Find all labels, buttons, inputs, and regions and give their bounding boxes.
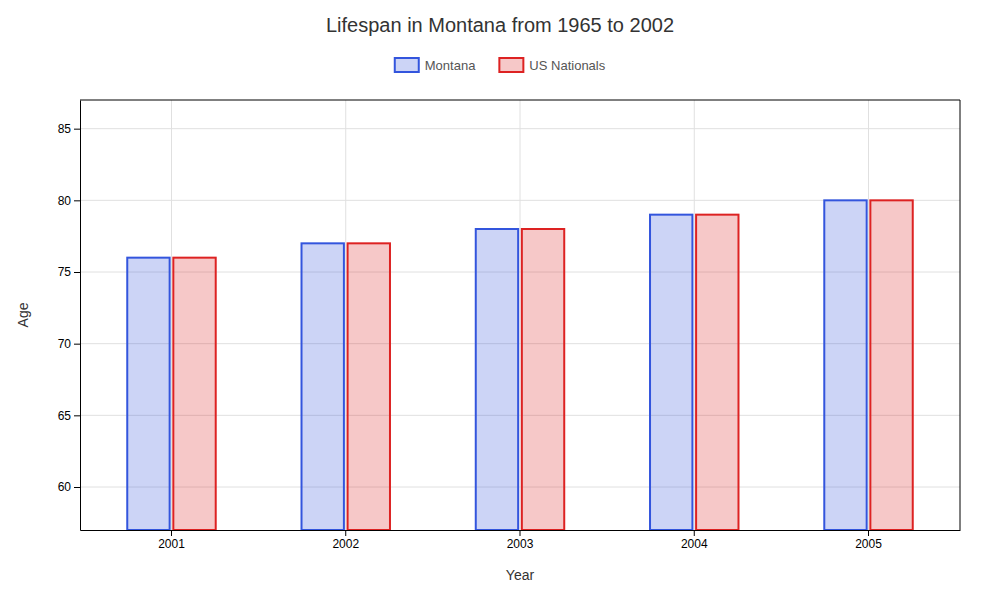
chart-container: 60 65 70 75 80 85 2001 2002 2003 2004 2005 Lifespan… bbox=[0, 0, 1000, 600]
x-tick: 2002 bbox=[332, 530, 359, 551]
grid-line-x bbox=[520, 100, 521, 530]
x-tick-label: 2004 bbox=[681, 537, 708, 551]
y-axis-line bbox=[80, 101, 81, 531]
x-axis: 2001 2002 2003 2004 2005 bbox=[81, 530, 961, 551]
y-tick: 85 bbox=[58, 122, 80, 136]
legend-swatch bbox=[395, 58, 419, 72]
grid-line-x bbox=[694, 100, 695, 530]
bar bbox=[696, 215, 738, 530]
legend-item: US Nationals bbox=[499, 58, 605, 73]
x-tick: 2005 bbox=[855, 530, 882, 551]
bar bbox=[127, 258, 169, 530]
plot-frame bbox=[80, 100, 960, 101]
x-tick-mark bbox=[868, 530, 869, 536]
legend-swatch bbox=[499, 58, 523, 72]
x-tick-label: 2003 bbox=[507, 537, 534, 551]
grid bbox=[80, 100, 960, 530]
legend-item: Montana bbox=[395, 58, 476, 73]
marks bbox=[127, 200, 912, 530]
bar bbox=[476, 229, 518, 530]
chart-svg: 60 65 70 75 80 85 2001 2002 2003 2004 2005 Lifespan… bbox=[0, 0, 1000, 600]
y-tick: 65 bbox=[58, 409, 80, 423]
bar bbox=[870, 200, 912, 530]
x-tick-label: 2001 bbox=[158, 537, 185, 551]
bar bbox=[302, 243, 344, 530]
y-tick: 80 bbox=[58, 194, 80, 208]
y-tick-label: 75 bbox=[58, 265, 72, 279]
x-tick-mark bbox=[520, 530, 521, 536]
y-tick: 70 bbox=[58, 337, 80, 351]
y-tick-label: 70 bbox=[58, 337, 72, 351]
plot-frame bbox=[960, 100, 961, 530]
bar bbox=[348, 243, 390, 530]
bar bbox=[650, 215, 692, 530]
legend: Montana US Nationals bbox=[395, 58, 606, 73]
y-tick-mark bbox=[74, 344, 80, 345]
y-axis: 60 65 70 75 80 85 bbox=[58, 101, 81, 531]
plot-area: 60 65 70 75 80 85 2001 2002 2003 2004 2005 bbox=[58, 100, 961, 551]
y-tick: 60 bbox=[58, 480, 80, 494]
y-tick-mark bbox=[74, 129, 80, 130]
x-axis-title: Year bbox=[506, 567, 535, 583]
bar bbox=[173, 258, 215, 530]
grid-line-x bbox=[345, 100, 346, 530]
x-tick: 2001 bbox=[158, 530, 185, 551]
chart-title: Lifespan in Montana from 1965 to 2002 bbox=[326, 14, 674, 36]
y-tick-mark bbox=[74, 272, 80, 273]
y-tick-label: 65 bbox=[58, 409, 72, 423]
y-tick-label: 60 bbox=[58, 480, 72, 494]
bar bbox=[522, 229, 564, 530]
y-tick-label: 85 bbox=[58, 122, 72, 136]
y-tick-label: 80 bbox=[58, 194, 72, 208]
y-tick: 75 bbox=[58, 265, 80, 279]
x-tick-mark bbox=[694, 530, 695, 536]
y-tick-mark bbox=[74, 200, 80, 201]
legend-label: Montana bbox=[425, 58, 476, 73]
grid-line-x bbox=[868, 100, 869, 530]
grid-line-x bbox=[171, 100, 172, 530]
x-tick: 2004 bbox=[681, 530, 708, 551]
series-bars bbox=[173, 200, 912, 530]
x-tick: 2003 bbox=[507, 530, 534, 551]
bar bbox=[824, 200, 866, 530]
series-bars bbox=[127, 200, 866, 530]
x-tick-label: 2002 bbox=[332, 537, 359, 551]
x-tick-mark bbox=[171, 530, 172, 536]
legend-label: US Nationals bbox=[529, 58, 605, 73]
x-tick-label: 2005 bbox=[855, 537, 882, 551]
x-tick-mark bbox=[345, 530, 346, 536]
y-tick-mark bbox=[74, 415, 80, 416]
y-axis-title: Age bbox=[15, 302, 31, 327]
y-tick-mark bbox=[74, 487, 80, 488]
